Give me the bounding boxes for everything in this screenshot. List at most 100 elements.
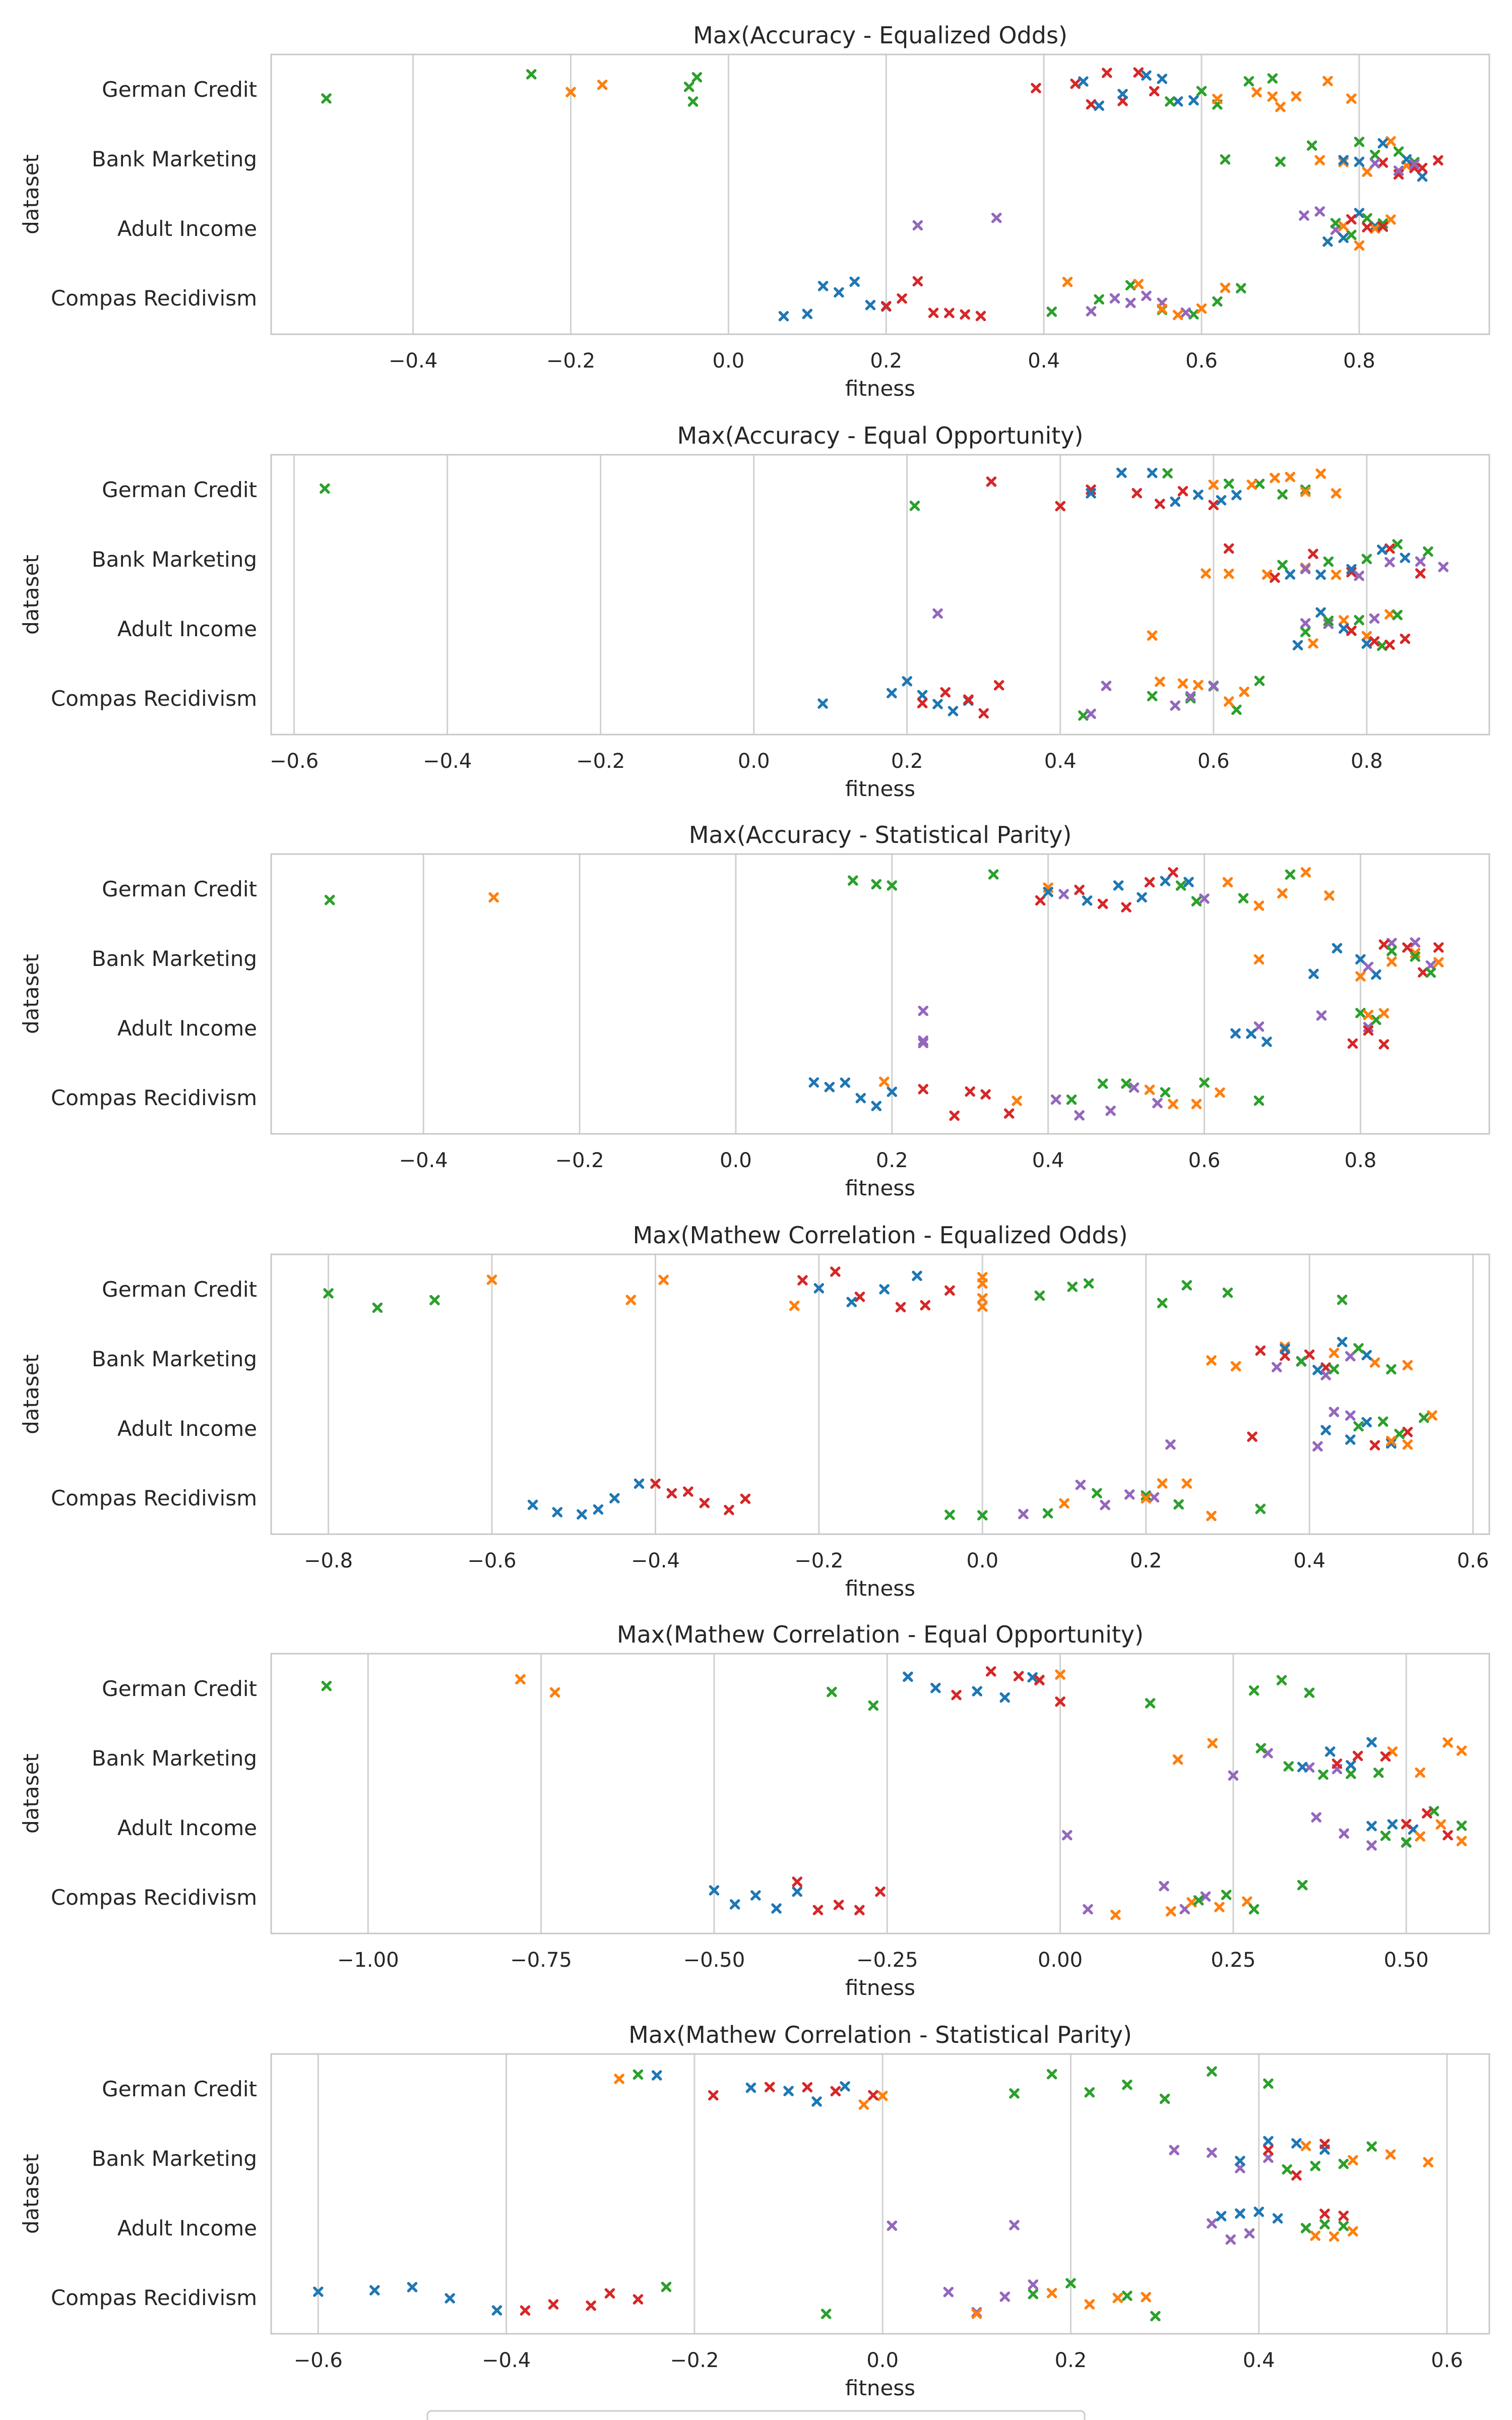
data-point	[797, 1275, 808, 1286]
data-point	[658, 1275, 669, 1285]
data-point	[708, 2090, 719, 2101]
data-point	[1215, 1087, 1225, 1098]
x-tick-label: −0.2	[576, 750, 625, 773]
data-point	[1410, 951, 1421, 962]
y-axis-label: dataset	[19, 154, 43, 234]
data-point	[1116, 467, 1127, 478]
data-point	[1338, 615, 1349, 626]
data-point	[1027, 1672, 1038, 1683]
data-point	[1165, 1439, 1176, 1450]
data-point	[1345, 1434, 1356, 1445]
data-point	[1277, 560, 1288, 571]
data-point	[854, 1291, 865, 1302]
data-point	[1157, 1298, 1168, 1308]
data-point	[1012, 1096, 1022, 1106]
data-point	[1304, 1687, 1315, 1698]
data-point	[1354, 570, 1364, 581]
data-point	[1384, 557, 1395, 568]
data-point	[949, 1110, 960, 1121]
data-point	[1013, 1671, 1024, 1681]
y-axis-label: dataset	[19, 1753, 43, 1834]
data-point	[1337, 1294, 1348, 1305]
data-point	[1199, 1077, 1210, 1088]
data-point	[1201, 568, 1211, 579]
data-point	[1242, 1896, 1252, 1907]
data-point	[1292, 640, 1303, 650]
data-point	[1296, 1356, 1307, 1367]
data-point	[1369, 223, 1380, 234]
data-point	[1338, 2221, 1349, 2231]
y-tick-label: Bank Marketing	[92, 946, 257, 971]
data-point	[1263, 2152, 1274, 2163]
data-point	[1285, 471, 1296, 482]
data-point	[1275, 101, 1286, 112]
data-point	[1275, 156, 1286, 167]
data-point	[1144, 1084, 1155, 1095]
data-point	[491, 2305, 502, 2316]
data-point	[1393, 146, 1404, 157]
data-point	[855, 1093, 866, 1104]
data-point	[1361, 631, 1372, 641]
data-point	[1433, 155, 1443, 166]
x-axis-label: fitness	[845, 376, 915, 401]
data-point	[1291, 91, 1301, 102]
data-point	[633, 2294, 644, 2305]
data-point	[1133, 279, 1144, 289]
data-point	[1228, 1770, 1239, 1781]
data-point	[1300, 2223, 1311, 2233]
data-point	[932, 699, 943, 709]
data-point	[909, 501, 920, 511]
data-point	[1346, 1760, 1356, 1771]
data-point	[1172, 310, 1183, 321]
data-point	[1346, 93, 1357, 104]
data-point	[1280, 1342, 1290, 1352]
data-point	[1386, 1438, 1397, 1449]
data-point	[1223, 696, 1234, 707]
data-point	[986, 476, 997, 487]
data-point	[1170, 700, 1180, 711]
data-point	[1255, 1503, 1266, 1515]
data-point	[1248, 1685, 1259, 1696]
data-point	[1131, 488, 1142, 499]
data-point	[1263, 2145, 1274, 2155]
data-point	[1291, 2170, 1302, 2181]
x-tick-label: 0.4	[1044, 750, 1077, 773]
data-point	[1373, 1767, 1384, 1778]
data-point	[1122, 2079, 1132, 2090]
data-point	[771, 1903, 782, 1914]
data-point	[764, 2082, 775, 2092]
data-point	[1300, 2141, 1311, 2151]
data-point	[1306, 140, 1317, 151]
data-point	[1160, 1087, 1171, 1098]
data-point	[1177, 486, 1188, 497]
data-point	[999, 2291, 1011, 2302]
data-point	[1086, 306, 1097, 317]
data-point	[1385, 214, 1396, 225]
data-point	[977, 1301, 988, 1312]
y-tick-label: German Credit	[102, 77, 257, 102]
data-point	[1055, 501, 1065, 512]
data-point	[1308, 549, 1318, 559]
data-point	[321, 1680, 332, 1691]
data-point	[895, 1302, 906, 1312]
x-tick-label: 0.25	[1211, 1949, 1255, 1972]
data-point	[1308, 638, 1318, 649]
data-point	[1086, 708, 1096, 719]
legend-box	[426, 2410, 1086, 2420]
data-point	[1062, 276, 1073, 287]
data-point	[683, 1486, 694, 1497]
data-point	[980, 1089, 991, 1100]
data-point	[1363, 1009, 1374, 1020]
data-point	[928, 308, 939, 318]
data-point	[849, 276, 860, 287]
data-point	[858, 2099, 869, 2110]
data-point	[661, 2281, 672, 2292]
data-point	[1141, 290, 1152, 301]
data-point	[1366, 1840, 1377, 1851]
data-point	[875, 1886, 886, 1897]
x-axis-label: fitness	[845, 2376, 915, 2400]
data-point	[1181, 1478, 1192, 1489]
data-point	[1362, 222, 1372, 233]
data-point	[1433, 957, 1444, 967]
data-point	[1220, 282, 1231, 293]
